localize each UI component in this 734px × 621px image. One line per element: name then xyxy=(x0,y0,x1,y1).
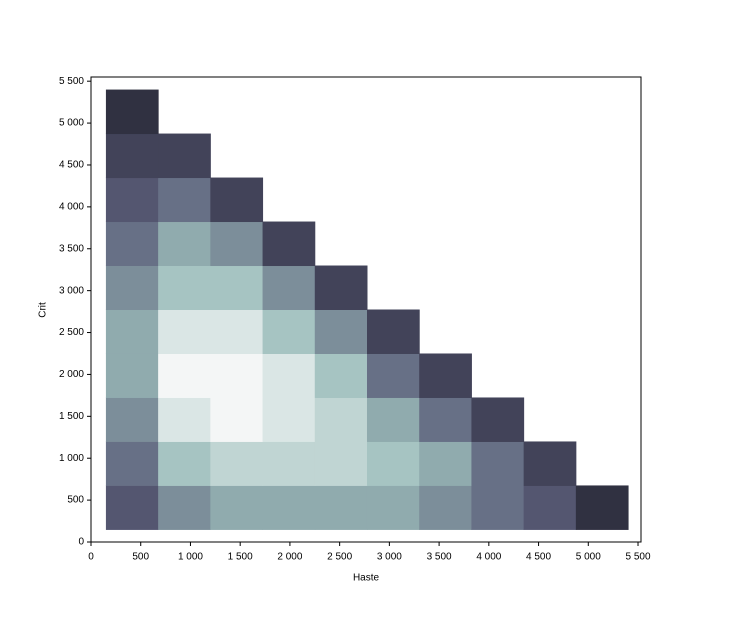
contour-cell xyxy=(210,177,264,223)
contour-cell xyxy=(262,397,316,442)
contour-cell xyxy=(314,485,368,530)
x-tick-label: 4 500 xyxy=(526,552,551,563)
contour-cell xyxy=(105,89,159,135)
contour-cell xyxy=(210,265,264,310)
contour-cell xyxy=(105,485,159,530)
contour-cell xyxy=(366,485,420,530)
y-tick-label: 2 000 xyxy=(59,369,84,380)
y-tick-label: 1 500 xyxy=(59,411,84,422)
x-tick-label: 1 000 xyxy=(178,552,203,563)
contour-cell xyxy=(314,353,368,398)
contour-cell xyxy=(210,397,264,442)
contour-cell xyxy=(419,485,472,530)
contour-cell xyxy=(105,221,159,267)
y-tick-label: 1 000 xyxy=(59,453,84,464)
contour-cell xyxy=(419,441,472,486)
x-axis-label: Haste xyxy=(353,573,380,584)
contour-cell xyxy=(262,441,316,486)
contour-cell xyxy=(314,441,368,486)
contour-cell xyxy=(210,485,264,530)
contour-cell xyxy=(262,485,316,530)
contour-cell xyxy=(314,397,368,442)
y-axis-label: Crit xyxy=(38,302,49,318)
contour-cell xyxy=(105,353,159,398)
contour-cell xyxy=(105,265,159,310)
y-tick-label: 5 500 xyxy=(59,76,84,87)
contour-cell xyxy=(210,441,264,486)
contour-cell xyxy=(158,309,211,354)
x-tick-label: 0 xyxy=(88,552,94,563)
plot-frame xyxy=(90,76,642,543)
contour-cell xyxy=(262,221,316,267)
y-tick-label: 4 000 xyxy=(59,202,84,213)
contour-cell xyxy=(105,441,159,486)
y-tick-label: 2 500 xyxy=(59,327,84,338)
contour-cell xyxy=(471,441,525,486)
contour-cell xyxy=(105,309,159,354)
contour-cell xyxy=(471,397,525,442)
contour-cell xyxy=(158,221,211,267)
contour-cell xyxy=(158,397,211,442)
y-tick-label: 5 000 xyxy=(59,118,84,129)
x-tick-label: 5 500 xyxy=(626,552,651,563)
contour-cell xyxy=(158,177,211,223)
contour-cell xyxy=(158,441,211,486)
contour-cell xyxy=(366,397,420,442)
contour-cell xyxy=(314,309,368,354)
contour-cell xyxy=(314,265,368,310)
contour-cell xyxy=(105,177,159,223)
x-tick-label: 4 000 xyxy=(476,552,501,563)
contour-cell xyxy=(210,353,264,398)
contour-cell xyxy=(523,441,577,486)
y-tick-label: 3 500 xyxy=(59,243,84,254)
contour-cell xyxy=(471,485,525,530)
x-tick-label: 1 500 xyxy=(228,552,253,563)
x-tick-label: 2 000 xyxy=(277,552,302,563)
contour-cell xyxy=(105,133,159,179)
x-tick-label: 5 000 xyxy=(576,552,601,563)
x-tick-label: 2 500 xyxy=(327,552,352,563)
contour-cell xyxy=(158,353,211,398)
contour-cell xyxy=(158,265,211,310)
x-tick-label: 3 500 xyxy=(427,552,452,563)
contour-cell xyxy=(366,309,420,354)
contour-cell xyxy=(366,353,420,398)
x-tick-label: 3 000 xyxy=(377,552,402,563)
contour-cell xyxy=(523,485,577,530)
y-tick-label: 4 500 xyxy=(59,160,84,171)
contour-cell xyxy=(210,221,264,267)
contour-cell xyxy=(262,265,316,310)
contour-cell xyxy=(105,397,159,442)
contour-cell xyxy=(419,397,472,442)
contour-cell xyxy=(419,353,472,398)
y-tick-label: 0 xyxy=(78,537,84,548)
contour-cell xyxy=(158,133,211,179)
contour-cell xyxy=(210,309,264,354)
contour-cell xyxy=(262,353,316,398)
contour-cell xyxy=(158,485,211,530)
contour-cell xyxy=(366,441,420,486)
y-tick-label: 500 xyxy=(67,495,84,506)
contour-cell xyxy=(575,485,629,530)
y-tick-label: 3 000 xyxy=(59,285,84,296)
contour-cell xyxy=(262,309,316,354)
x-tick-label: 500 xyxy=(132,552,149,563)
